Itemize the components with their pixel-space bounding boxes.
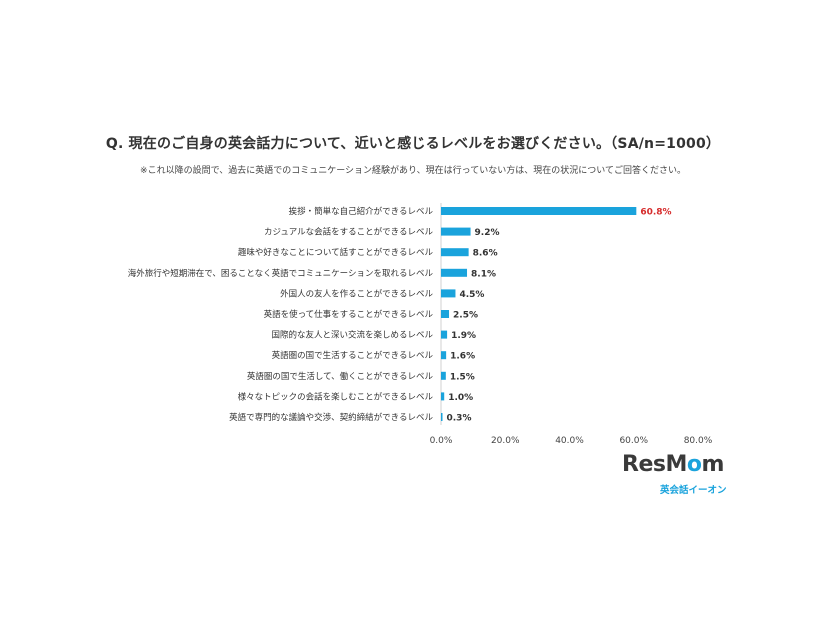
bar: [441, 371, 446, 380]
value-label: 8.1%: [471, 269, 496, 279]
value-label: 8.6%: [473, 249, 498, 259]
bar: [441, 310, 450, 318]
x-tick-label: 40.0%: [555, 436, 584, 446]
chart-title: Q. 現在のご自身の英会話力について、近いと感じるレベルをお選びください。（SA…: [105, 136, 721, 152]
value-label: 1.6%: [450, 352, 475, 362]
value-label: 1.5%: [450, 372, 475, 382]
category-label: 英語圏の国で生活することができるレベル: [272, 350, 434, 361]
bar: [441, 392, 445, 401]
bar: [441, 351, 447, 360]
value-label: 1.0%: [448, 393, 473, 403]
category-label: 様々なトピックの会話を楽しむことができるレベル: [238, 391, 434, 402]
value-label: 4.5%: [459, 290, 484, 300]
logo-subtitle: 英会話イーオン: [660, 485, 727, 496]
x-tick-label: 60.0%: [619, 436, 648, 446]
category-label: 趣味や好きなことについて話すことができるレベル: [238, 247, 434, 258]
bar: [441, 268, 468, 277]
resemom-logo: ResMom 英会話イーオン: [622, 452, 742, 498]
category-label: 挨拶・簡単な自己紹介ができるレベル: [289, 206, 434, 217]
category-label: 外国人の友人を作ることができるレベル: [280, 288, 433, 299]
bar: [441, 227, 471, 236]
category-label: カジュアルな会話をすることができるレベル: [264, 227, 433, 238]
bar: [441, 330, 448, 339]
value-label: 1.9%: [451, 331, 476, 341]
bar: [441, 207, 637, 215]
bar: [441, 413, 443, 421]
bar: [441, 248, 469, 257]
logo-wordmark: ResMom: [622, 452, 724, 477]
category-label: 国際的な友人と深い交流を楽しめるレベル: [271, 330, 433, 341]
value-label: 9.2%: [475, 228, 500, 238]
value-label: 60.8%: [640, 208, 671, 218]
category-label: 英語で専門的な議論や交渉、契約締結ができるレベル: [229, 412, 433, 423]
category-label: 英語圏の国で生活して、働くことができるレベル: [247, 371, 434, 382]
value-label: 2.5%: [453, 311, 478, 321]
category-label: 海外旅行や短期滞在で、困ることなく英語でコミュニケーションを取れるレベル: [128, 268, 434, 279]
bar: [441, 289, 456, 298]
x-tick-label: 20.0%: [491, 436, 520, 446]
x-tick-label: 80.0%: [684, 436, 713, 446]
bars-layer: 挨拶・簡単な自己紹介ができるレベル 60.8% カジュアルな会話をすることができるレ…: [128, 203, 713, 446]
chart-note: ※これ以降の設問で、過去に英語でのコミュニケーション経験があり、現在は行っていな…: [140, 166, 686, 176]
value-label: 0.3%: [447, 414, 472, 424]
category-label: 英語を使って仕事をすることができるレベル: [264, 309, 434, 320]
x-tick-label: 0.0%: [430, 436, 453, 446]
